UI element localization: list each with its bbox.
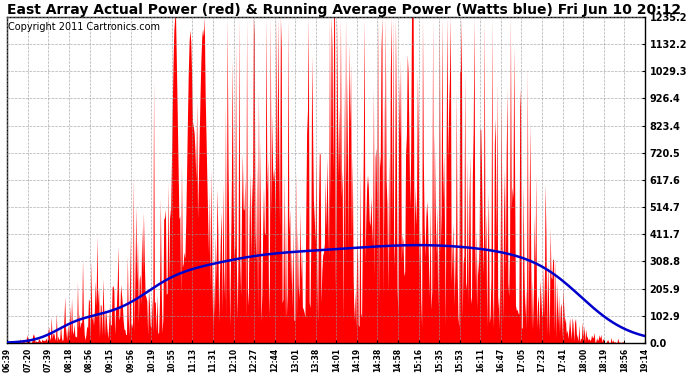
Text: Copyright 2011 Cartronics.com: Copyright 2011 Cartronics.com	[8, 22, 160, 32]
Text: East Array Actual Power (red) & Running Average Power (Watts blue) Fri Jun 10 20: East Array Actual Power (red) & Running …	[8, 3, 682, 17]
